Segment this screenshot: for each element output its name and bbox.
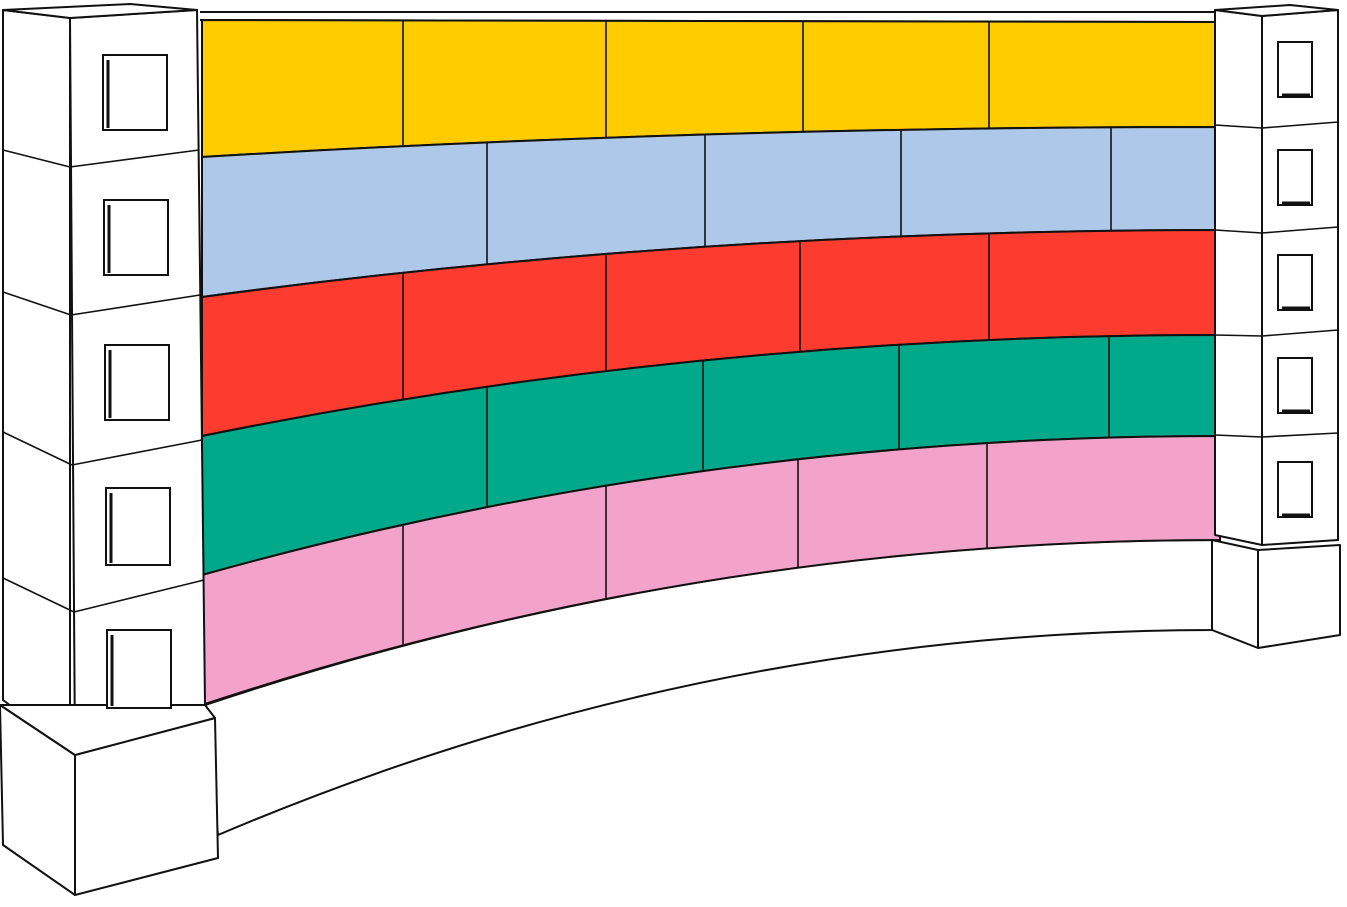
right-pillar <box>1211 4 1341 649</box>
band-pink <box>201 434 1221 707</box>
left-pillar <box>0 3 219 896</box>
joints-yellow <box>402 20 990 157</box>
